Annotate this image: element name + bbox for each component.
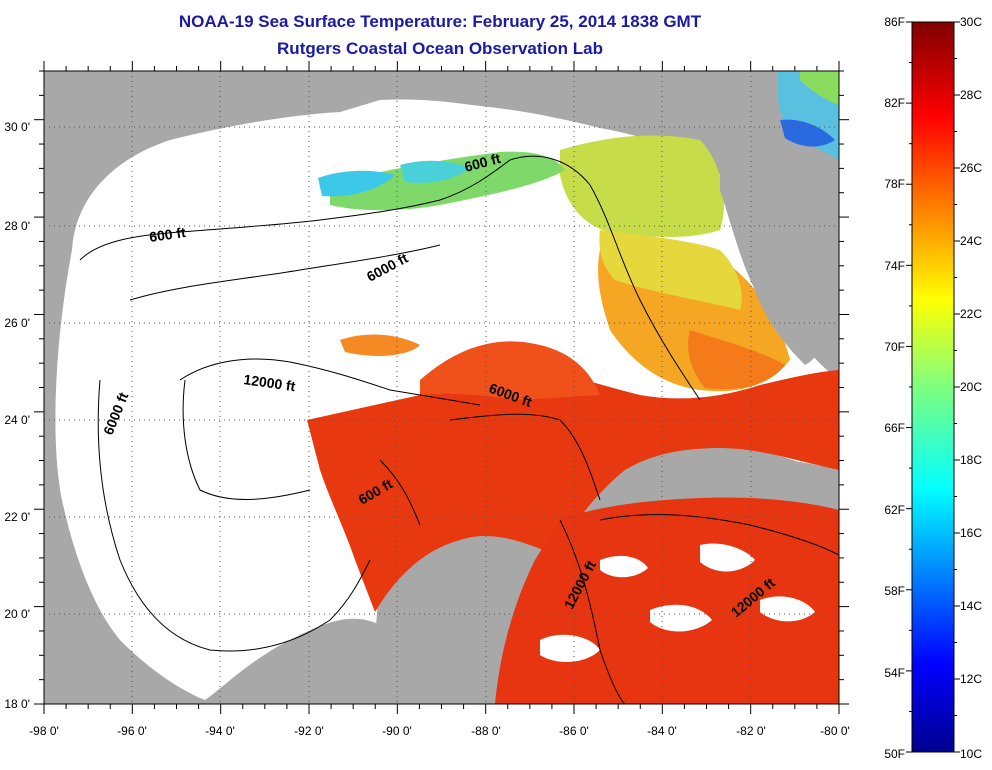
sst-atlantic-green (800, 71, 839, 105)
sst-warm-region (307, 363, 839, 612)
sst-cool-shelf (560, 135, 724, 237)
cb-f-label: 58F (884, 584, 905, 598)
cb-c-label: 24C (960, 234, 982, 248)
axis-ticks (34, 61, 849, 714)
lon-label: -96 0' (117, 724, 147, 738)
cb-c-label: 18C (960, 453, 982, 467)
lat-label: 24 0' (4, 413, 30, 427)
cloud-patch-5 (600, 555, 648, 578)
lon-label: -94 0' (205, 724, 235, 738)
lon-label: -84 0' (647, 724, 677, 738)
lon-label: -80 0' (820, 724, 850, 738)
lon-label: -88 0' (471, 724, 501, 738)
cb-c-label: 20C (960, 380, 982, 394)
lon-label: -86 0' (559, 724, 589, 738)
sst-orange-bands (688, 330, 785, 390)
sst-green-nw (330, 151, 565, 211)
map-title: NOAA-19 Sea Surface Temperature: Februar… (178, 12, 702, 31)
sst-cyan-mid (400, 160, 470, 183)
sst-yellow-strip (599, 230, 742, 310)
cb-c-label: 22C (960, 307, 982, 321)
lon-label: -90 0' (382, 724, 412, 738)
cb-c-label: 26C (960, 161, 982, 175)
cb-c-label: 10C (960, 747, 982, 761)
colorbar: 86F 82F 78F 74F 70F 66F 62F 58F 54F 50F … (884, 15, 982, 761)
lat-label: 20 0' (4, 607, 30, 621)
plot-area: 600 ft 600 ft 6000 ft 6000 ft 12000 ft 6… (44, 71, 839, 704)
sst-warm-northstrip (420, 341, 600, 400)
sst-orange-left (340, 334, 420, 356)
cb-c-label: 14C (960, 599, 982, 613)
contour-label-600-west: 600 ft (148, 224, 187, 245)
lat-label: 30 0' (4, 120, 30, 134)
lat-label: 28 0' (4, 219, 30, 233)
cloud-patch-4 (760, 596, 815, 622)
cloud-patch-3 (650, 604, 712, 632)
cb-c-label: 28C (960, 88, 982, 102)
cb-c-label: 12C (960, 672, 982, 686)
contour-label-12000-west: 12000 ft (243, 371, 297, 394)
cloud-patch-2 (540, 634, 600, 662)
cb-c-label: 30C (960, 15, 982, 29)
cb-f-label: 74F (884, 259, 905, 273)
cb-f-label: 54F (884, 666, 905, 680)
cb-c-label: 16C (960, 526, 982, 540)
lat-label: 22 0' (4, 510, 30, 524)
florida-land (720, 145, 832, 365)
cb-f-label: 50F (884, 747, 905, 761)
lon-label: -98 0' (29, 724, 59, 738)
cb-f-label: 70F (884, 340, 905, 354)
lon-label: -82 0' (736, 724, 766, 738)
lat-axis-labels: 18 0' 20 0' 22 0' 24 0' 26 0' 28 0' 30 0… (4, 120, 30, 711)
cb-f-label: 86F (884, 15, 905, 29)
cloud-patch-1 (700, 543, 755, 572)
graticule (44, 71, 839, 704)
map-subtitle: Rutgers Coastal Ocean Observation Lab (277, 39, 603, 58)
cb-f-label: 62F (884, 503, 905, 517)
colorbar-ticks (906, 21, 960, 753)
lon-axis-labels: -98 0' -96 0' -94 0' -92 0' -90 0' -88 0… (29, 724, 850, 738)
lat-label: 18 0' (4, 697, 30, 711)
colorbar-gradient (911, 21, 955, 753)
lat-label: 26 0' (4, 316, 30, 330)
cb-f-label: 66F (884, 421, 905, 435)
sst-atlantic-blue (780, 119, 835, 147)
cb-f-label: 82F (884, 96, 905, 110)
lon-label: -92 0' (294, 724, 324, 738)
sst-cyan-nw (318, 170, 395, 197)
cb-f-label: 78F (884, 177, 905, 191)
